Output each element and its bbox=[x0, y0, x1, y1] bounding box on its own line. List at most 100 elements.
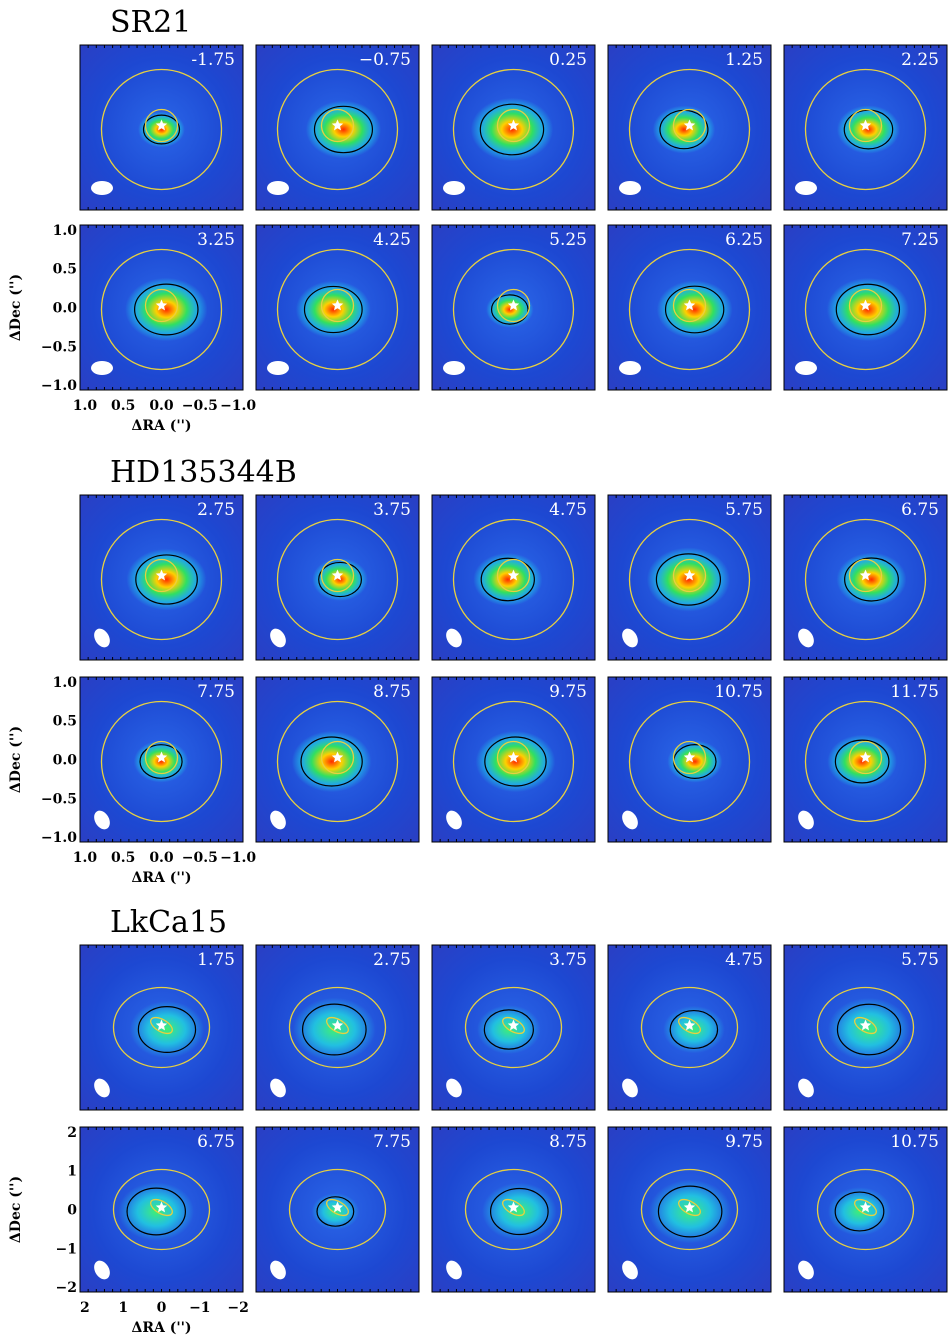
inner-contour bbox=[854, 1198, 877, 1217]
beam bbox=[94, 1260, 110, 1280]
star bbox=[859, 119, 872, 131]
beam bbox=[94, 628, 110, 648]
channel-panel: 10.75 bbox=[783, 1126, 948, 1293]
contour bbox=[126, 1187, 187, 1236]
star bbox=[859, 569, 872, 581]
star bbox=[331, 569, 344, 581]
channel-velocity: 3.25 bbox=[197, 230, 235, 250]
contour bbox=[657, 1185, 723, 1238]
inner-contour bbox=[320, 108, 355, 143]
y-tick-label: 0.0 bbox=[53, 753, 78, 769]
emission bbox=[473, 552, 543, 607]
beam bbox=[798, 810, 814, 830]
y-axis-label: ΔDec ('') bbox=[8, 1176, 24, 1243]
beam bbox=[270, 628, 286, 648]
inner-contour bbox=[672, 288, 707, 323]
star bbox=[683, 1201, 696, 1213]
outer-contour bbox=[628, 248, 751, 371]
star bbox=[507, 119, 520, 131]
beam bbox=[798, 628, 814, 648]
channel-velocity: 7.75 bbox=[197, 682, 235, 702]
star bbox=[683, 1019, 696, 1031]
inner-contour bbox=[326, 1198, 349, 1217]
y-tick-label: −1.0 bbox=[41, 830, 77, 846]
channel-panel: 2.75 bbox=[255, 944, 420, 1111]
channel-panel: 3.25 bbox=[79, 224, 244, 391]
contour bbox=[664, 285, 725, 334]
star bbox=[155, 299, 168, 311]
channel-velocity: 5.25 bbox=[549, 230, 587, 250]
outer-contour bbox=[816, 986, 915, 1069]
channel-velocity: 8.75 bbox=[373, 682, 411, 702]
star bbox=[683, 569, 696, 581]
contour bbox=[490, 294, 529, 325]
outer-contour bbox=[640, 986, 739, 1069]
y-axis-label: ΔDec ('') bbox=[8, 726, 24, 793]
outer-contour bbox=[464, 1168, 563, 1251]
inner-contour bbox=[672, 108, 707, 143]
y-tick-label: 0.0 bbox=[53, 301, 78, 317]
beam bbox=[267, 361, 289, 375]
beam bbox=[446, 1078, 462, 1098]
channel-panel: 6.75 bbox=[783, 494, 948, 661]
channel-panel: 7.75 bbox=[79, 676, 244, 843]
y-tick-label: 1.0 bbox=[53, 223, 78, 239]
star bbox=[507, 569, 520, 581]
star bbox=[331, 299, 344, 311]
beam bbox=[270, 1260, 286, 1280]
outer-contour bbox=[276, 68, 399, 191]
beam bbox=[622, 1078, 638, 1098]
channel-velocity: 0.25 bbox=[549, 50, 587, 70]
emission bbox=[656, 280, 733, 339]
inner-contour bbox=[144, 108, 179, 143]
x-tick-label: −1.0 bbox=[220, 398, 256, 414]
channel-panel: 5.75 bbox=[783, 944, 948, 1111]
channel-panel: 11.75 bbox=[783, 676, 948, 843]
inner-contour bbox=[678, 1198, 701, 1217]
inner-contour bbox=[502, 1016, 525, 1035]
x-tick-label: 1 bbox=[118, 1300, 128, 1316]
beam bbox=[270, 810, 286, 830]
beam bbox=[443, 181, 465, 195]
x-tick-label: 0.0 bbox=[149, 398, 174, 414]
beam bbox=[622, 628, 638, 648]
star bbox=[683, 119, 696, 131]
outer-contour bbox=[100, 700, 223, 823]
beam bbox=[446, 1260, 462, 1280]
channel-panel: 8.75 bbox=[431, 1126, 596, 1293]
contour bbox=[836, 1003, 902, 1056]
channel-panel: 6.25 bbox=[607, 224, 772, 391]
channel-velocity: 4.75 bbox=[725, 950, 763, 970]
outer-contour bbox=[804, 248, 927, 371]
y-tick-label: −2 bbox=[56, 1280, 77, 1296]
channel-velocity: 4.25 bbox=[373, 230, 411, 250]
contour bbox=[480, 557, 535, 602]
contour bbox=[134, 283, 199, 336]
outer-contour bbox=[816, 1168, 915, 1251]
group-title: LkCa15 bbox=[110, 905, 227, 940]
channel-panel: 3.75 bbox=[431, 944, 596, 1111]
channel-panel: 4.25 bbox=[255, 224, 420, 391]
star bbox=[507, 1019, 520, 1031]
x-tick-label: −2 bbox=[227, 1300, 248, 1316]
group-title: HD135344B bbox=[110, 455, 297, 490]
contour bbox=[835, 283, 901, 336]
emission bbox=[125, 277, 208, 342]
star bbox=[331, 1019, 344, 1031]
inner-contour bbox=[320, 558, 355, 593]
x-axis-label: ΔRA ('') bbox=[131, 1320, 191, 1336]
inner-contour bbox=[150, 1016, 173, 1035]
beam bbox=[619, 181, 641, 195]
contour bbox=[142, 114, 181, 145]
x-tick-label: 0.5 bbox=[111, 398, 135, 414]
x-tick-label: −1.0 bbox=[220, 850, 256, 866]
star bbox=[155, 1201, 168, 1213]
emission bbox=[291, 730, 372, 793]
inner-contour bbox=[496, 288, 531, 323]
channel-panel: 2.25 bbox=[783, 44, 948, 211]
contour bbox=[483, 1009, 534, 1050]
contour bbox=[300, 736, 363, 787]
outer-contour bbox=[276, 700, 399, 823]
channel-panel: -1.75 bbox=[79, 44, 244, 211]
